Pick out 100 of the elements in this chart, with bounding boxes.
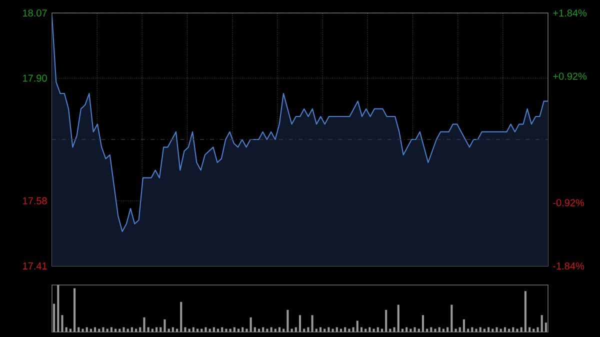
- bar: [512, 327, 514, 332]
- bar: [180, 302, 182, 332]
- y2-tick-label: +1.84%: [553, 9, 587, 17]
- bar: [442, 328, 444, 332]
- bar: [114, 328, 117, 332]
- y-tick-label: 17.41: [23, 262, 47, 270]
- bar: [540, 315, 543, 332]
- bar: [528, 327, 531, 332]
- bar: [262, 327, 264, 332]
- bar: [139, 327, 142, 332]
- bar: [462, 319, 465, 332]
- bar: [385, 310, 388, 332]
- bar: [311, 315, 314, 332]
- bar: [303, 328, 306, 332]
- bar: [356, 320, 358, 332]
- bar: [488, 327, 490, 332]
- bar: [348, 328, 350, 332]
- bar: [418, 328, 420, 332]
- y2-tick-label: +0.92%: [553, 72, 587, 80]
- bar: [188, 328, 190, 332]
- bar: [221, 327, 224, 332]
- bar: [508, 328, 510, 332]
- bar: [319, 327, 322, 332]
- y2-tick-label: -1.84%: [553, 262, 584, 270]
- bar: [90, 328, 92, 332]
- bar: [122, 327, 125, 332]
- bar: [516, 328, 518, 332]
- bar: [172, 327, 174, 332]
- bar: [286, 310, 289, 332]
- bar: [393, 327, 396, 332]
- bar: [406, 327, 408, 332]
- bar: [446, 327, 449, 332]
- bar: [294, 327, 297, 332]
- bar: [389, 328, 392, 332]
- bar: [151, 328, 154, 332]
- bar: [233, 327, 236, 332]
- bar: [467, 328, 470, 332]
- bar: [360, 327, 363, 332]
- bar: [61, 315, 64, 332]
- bar: [340, 328, 342, 332]
- bar: [246, 328, 248, 332]
- bar: [536, 327, 539, 332]
- bar: [397, 304, 400, 332]
- bar: [307, 327, 310, 332]
- bar: [196, 328, 199, 332]
- bar: [430, 327, 432, 332]
- bar: [65, 327, 68, 332]
- bar: [298, 315, 302, 332]
- bar: [254, 327, 256, 332]
- y-tick-label: 18.07: [23, 9, 47, 17]
- bar: [458, 327, 461, 332]
- bar: [520, 327, 522, 332]
- bar: [270, 327, 272, 332]
- bar: [200, 328, 203, 332]
- y-tick-label: 17.58: [23, 197, 47, 204]
- bar: [57, 285, 60, 332]
- bar: [324, 328, 326, 332]
- bar: [237, 328, 240, 332]
- bar: [74, 288, 76, 332]
- y-tick-label: 17.90: [23, 74, 47, 82]
- bar: [454, 328, 457, 332]
- bar: [168, 328, 170, 332]
- bar: [372, 328, 375, 332]
- bar: [336, 327, 338, 332]
- bar: [344, 327, 346, 332]
- bar: [315, 328, 318, 332]
- bar: [438, 327, 440, 332]
- bar: [69, 328, 72, 332]
- bar: [328, 327, 330, 332]
- bar: [126, 328, 129, 332]
- bar: [176, 328, 178, 332]
- bar: [164, 319, 166, 332]
- bar: [376, 327, 379, 332]
- bar: [212, 327, 215, 332]
- bar: [86, 327, 88, 332]
- bar: [82, 328, 84, 332]
- bar: [471, 327, 474, 332]
- bar: [450, 304, 453, 332]
- bar: [496, 327, 498, 332]
- bar: [426, 328, 428, 332]
- bar: [492, 328, 494, 332]
- bar: [410, 328, 412, 332]
- bar: [364, 328, 367, 332]
- bar: [147, 327, 150, 332]
- bar: [422, 315, 424, 332]
- bar: [204, 327, 207, 332]
- bar: [250, 317, 252, 332]
- bar: [274, 328, 276, 332]
- bar: [143, 317, 146, 332]
- bar: [242, 327, 244, 332]
- bar: [53, 304, 56, 332]
- bar: [98, 328, 100, 332]
- bar: [475, 328, 478, 332]
- bar: [290, 328, 293, 332]
- bar: [106, 328, 108, 332]
- bar: [483, 328, 486, 332]
- bar: [544, 322, 547, 332]
- bar: [414, 327, 416, 332]
- bar: [434, 328, 436, 332]
- bar: [216, 328, 220, 332]
